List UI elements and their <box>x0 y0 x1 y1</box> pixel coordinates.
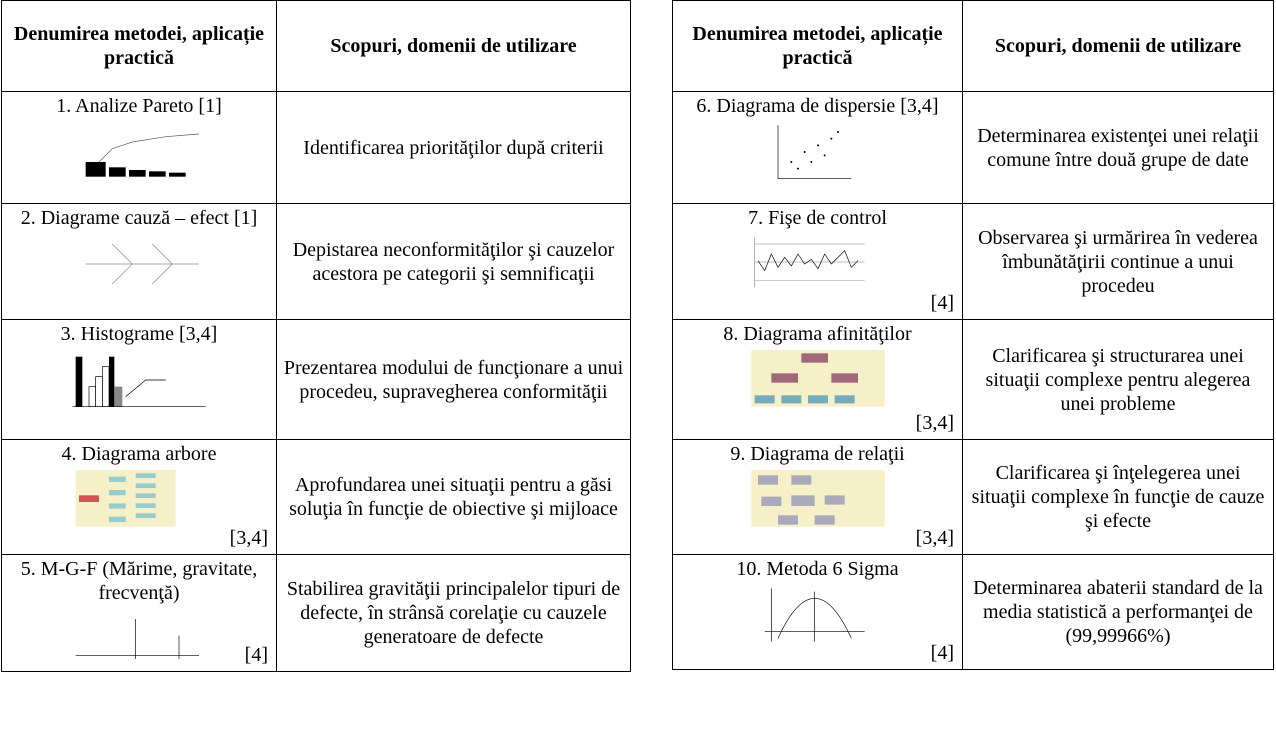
method-cell: 7. Fişe de control [4] <box>672 203 963 320</box>
method-name: 6. Diagrama de dispersie [3,4] <box>696 95 939 117</box>
table-row: 5. M-G-F (Mărime, gravitate, frecvenţă) [… <box>1 554 631 672</box>
table-row: 3. Histograme [3,4] Prezentarea modului d… <box>1 319 631 440</box>
method-cell: 5. M-G-F (Mărime, gravitate, frecvenţă) [… <box>1 554 277 672</box>
thumbnail <box>72 356 206 407</box>
method-name: 1. Analize Pareto [1] <box>56 95 222 117</box>
table-row: 7. Fişe de control [4] Observarea şi urmăr… <box>672 203 1274 320</box>
purpose-cell: Observarea şi urmărirea în vederea îmbun… <box>962 203 1274 320</box>
method-cell: 3. Histograme [3,4] <box>1 319 277 440</box>
thumbnail <box>750 470 885 527</box>
thumbnail <box>777 125 851 179</box>
method-cell: 10. Metoda 6 Sigma [4] <box>672 554 963 670</box>
thumbnail <box>85 243 199 285</box>
method-name: 5. M-G-F (Mărime, gravitate, frecvenţă) <box>20 558 258 604</box>
header-cell: Denumirea metodei, aplicație practică <box>672 0 963 92</box>
table-row: 2. Diagrame cauză – efect [1] Depistarea … <box>1 203 631 320</box>
method-name: 2. Diagrame cauză – efect [1] <box>20 207 258 229</box>
method-cell: 9. Diagrama de relaţii [3,4] <box>672 439 963 555</box>
method-cell: 4. Diagrama arbore [3,4] <box>1 439 277 555</box>
purpose-cell: Clarificarea şi structurarea unei situaţ… <box>962 319 1274 440</box>
purpose-cell: Prezentarea modului de funcţionare a unu… <box>276 319 631 440</box>
method-name: 8. Diagrama afinităţilor <box>723 323 912 345</box>
header-cell: Denumirea metodei, aplicație practică <box>1 0 277 92</box>
header-cell: Scopuri, domenii de utilizare <box>276 0 631 92</box>
reference: [3,4] <box>915 527 954 549</box>
method-name: 7. Fişe de control <box>748 207 887 229</box>
thumbnail <box>764 588 865 642</box>
purpose-cell: Determinarea existenţei unei relaţii com… <box>962 91 1274 204</box>
table-row: 6. Diagrama de dispersie [3,4] Determinar… <box>672 91 1274 204</box>
method-cell: 8. Diagrama afinităţilor [3,4] <box>672 319 963 440</box>
method-name: 3. Histograme [3,4] <box>60 323 218 345</box>
right-table: Denumirea metodei, aplicație practică Sco… <box>672 0 1274 670</box>
purpose-cell: Stabilirea gravităţii principalelor tipu… <box>276 554 631 672</box>
header-row: Denumirea metodei, aplicație practică Sco… <box>1 0 631 92</box>
method-name: 9. Diagrama de relaţii <box>730 443 905 465</box>
header-row: Denumirea metodei, aplicație practică Sco… <box>672 0 1274 92</box>
method-cell: 2. Diagrame cauză – efect [1] <box>1 203 277 320</box>
reference: [4] <box>244 644 268 666</box>
reference: [3,4] <box>229 527 268 549</box>
thumbnail <box>75 470 176 527</box>
purpose-cell: Aprofundarea unei situaţii pentru a găsi… <box>276 439 631 555</box>
table-row: 9. Diagrama de relaţii [3,4] Clarificarea … <box>672 439 1274 555</box>
table-row: 1. Analize Pareto [1] Identificarea prior… <box>1 91 631 204</box>
method-cell: 6. Diagrama de dispersie [3,4] <box>672 91 963 204</box>
purpose-cell: Identificarea priorităţilor după criteri… <box>276 91 631 204</box>
thumbnail <box>753 237 865 288</box>
table-row: 10. Metoda 6 Sigma [4] Determinarea abater… <box>672 554 1274 670</box>
method-name: 10. Metoda 6 Sigma <box>736 558 899 580</box>
thumbnail <box>85 133 200 177</box>
purpose-cell: Depistarea neconformităţilor şi cauzelor… <box>276 203 631 320</box>
reference: [3,4] <box>915 412 954 434</box>
thumbnail <box>75 619 199 659</box>
table-row: 4. Diagrama arbore [3,4] Aprofundarea unei… <box>1 439 631 555</box>
reference: [4] <box>930 292 954 314</box>
header-cell: Scopuri, domenii de utilizare <box>962 0 1274 92</box>
purpose-cell: Clarificarea şi înţelegerea unei situaţi… <box>962 439 1274 555</box>
left-table: Denumirea metodei, aplicație practică Sco… <box>1 0 631 672</box>
reference: [4] <box>930 642 954 664</box>
method-name: 4. Diagrama arbore <box>61 443 217 465</box>
method-cell: 1. Analize Pareto [1] <box>1 91 277 204</box>
thumbnail <box>750 350 885 407</box>
purpose-cell: Determinarea abaterii standard de la med… <box>962 554 1274 670</box>
table-row: 8. Diagrama afinităţilor [3,4] Clarificare… <box>672 319 1274 440</box>
